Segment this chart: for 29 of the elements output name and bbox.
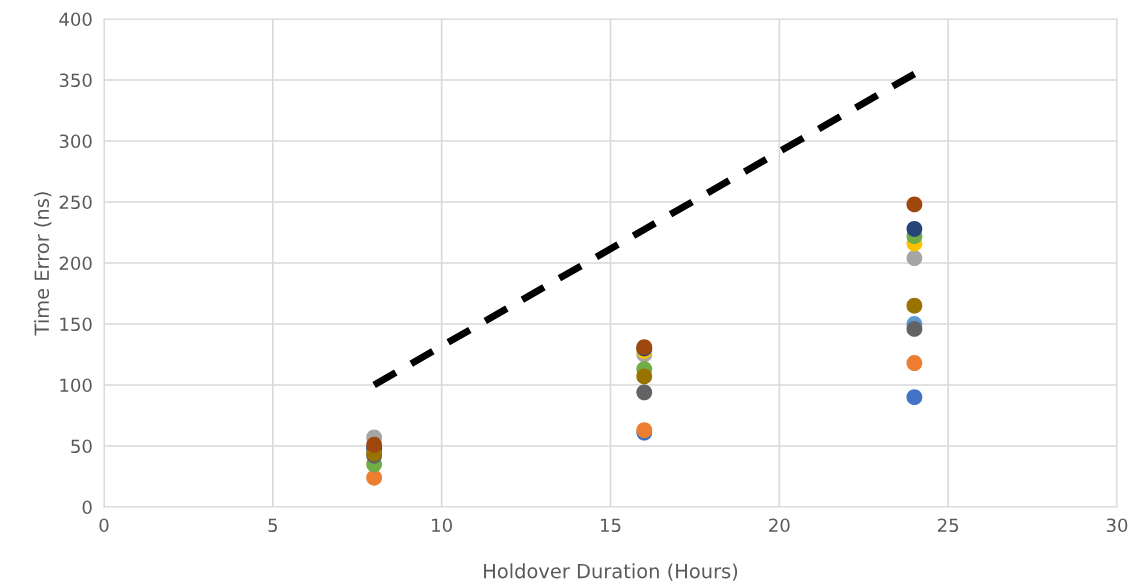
y-axis-title: Time Error (ns) (34, 192, 52, 336)
y-tick-label: 150 (60, 317, 92, 332)
point (906, 196, 923, 213)
y-tick-label: 400 (59, 12, 92, 27)
y-tick-label: 350 (59, 73, 92, 88)
point (906, 355, 923, 371)
x-tick-label: 30 (1106, 518, 1128, 533)
x-tick-label: 5 (268, 518, 277, 533)
y-tick-label: 0 (82, 500, 92, 515)
x-tick-label: 25 (938, 518, 959, 533)
point (906, 220, 923, 237)
y-tick-label: 100 (60, 378, 92, 393)
x-tick-label: 10 (432, 518, 452, 533)
x-tick-label: 15 (601, 518, 621, 533)
x-tick-label: 20 (769, 518, 790, 533)
point (366, 436, 383, 453)
y-tick-label: 300 (59, 134, 92, 149)
y-tick-label: 50 (71, 439, 92, 454)
point (906, 297, 923, 314)
point (636, 368, 653, 385)
y-tick-label: 250 (59, 195, 92, 210)
point (906, 389, 923, 406)
point (636, 384, 653, 401)
x-axis-title: Holdover Duration (Hours) (484, 563, 738, 581)
point (906, 320, 923, 337)
point (366, 469, 383, 486)
point (906, 250, 923, 267)
y-tick-label: 200 (59, 256, 92, 271)
x-tick-label: 0 (99, 518, 109, 533)
